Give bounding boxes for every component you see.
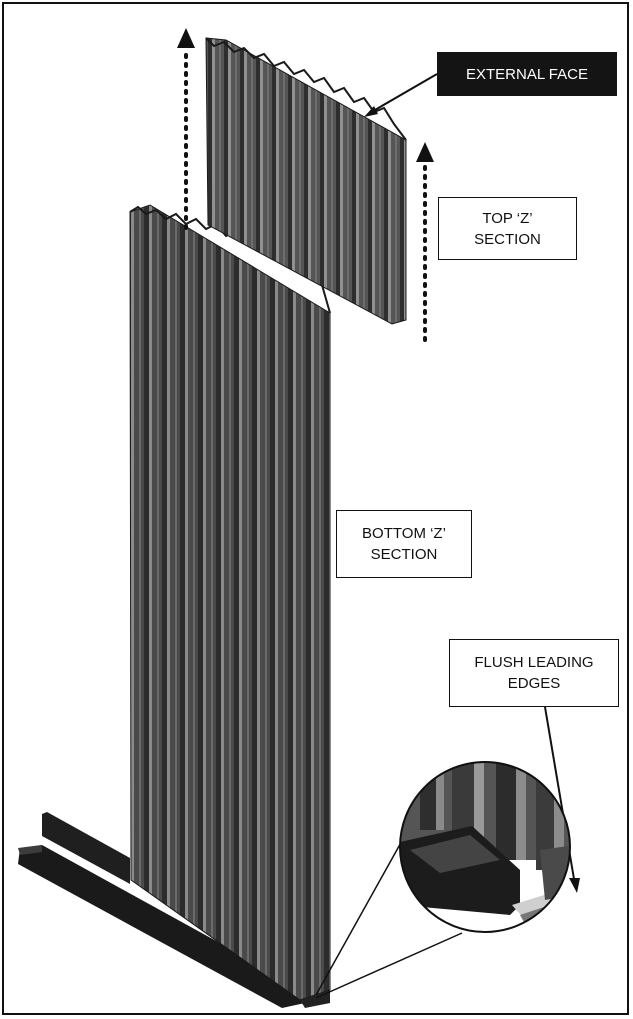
magnifier-detail bbox=[399, 761, 571, 933]
leader-flush-edges-arrowhead bbox=[569, 878, 580, 893]
leader-external-face bbox=[367, 73, 438, 115]
bottom-z-section-panel bbox=[129, 204, 331, 1008]
external-face-label: EXTERNAL FACE bbox=[437, 52, 617, 96]
lift-arrow-right bbox=[416, 142, 434, 342]
magnifier-connector-upper bbox=[315, 829, 409, 996]
top-z-section-label: TOP ‘Z’ SECTION bbox=[438, 197, 577, 260]
leader-external-face-arrowhead bbox=[364, 106, 378, 117]
base-channel bbox=[18, 812, 305, 1008]
top-z-section-panel bbox=[205, 37, 407, 325]
magnifier-connector-lower bbox=[315, 932, 463, 999]
flush-leading-edges-label: FLUSH LEADING EDGES bbox=[449, 639, 619, 707]
lift-arrow-left bbox=[177, 28, 195, 230]
bottom-z-section-label: BOTTOM ‘Z’ SECTION bbox=[336, 510, 472, 578]
